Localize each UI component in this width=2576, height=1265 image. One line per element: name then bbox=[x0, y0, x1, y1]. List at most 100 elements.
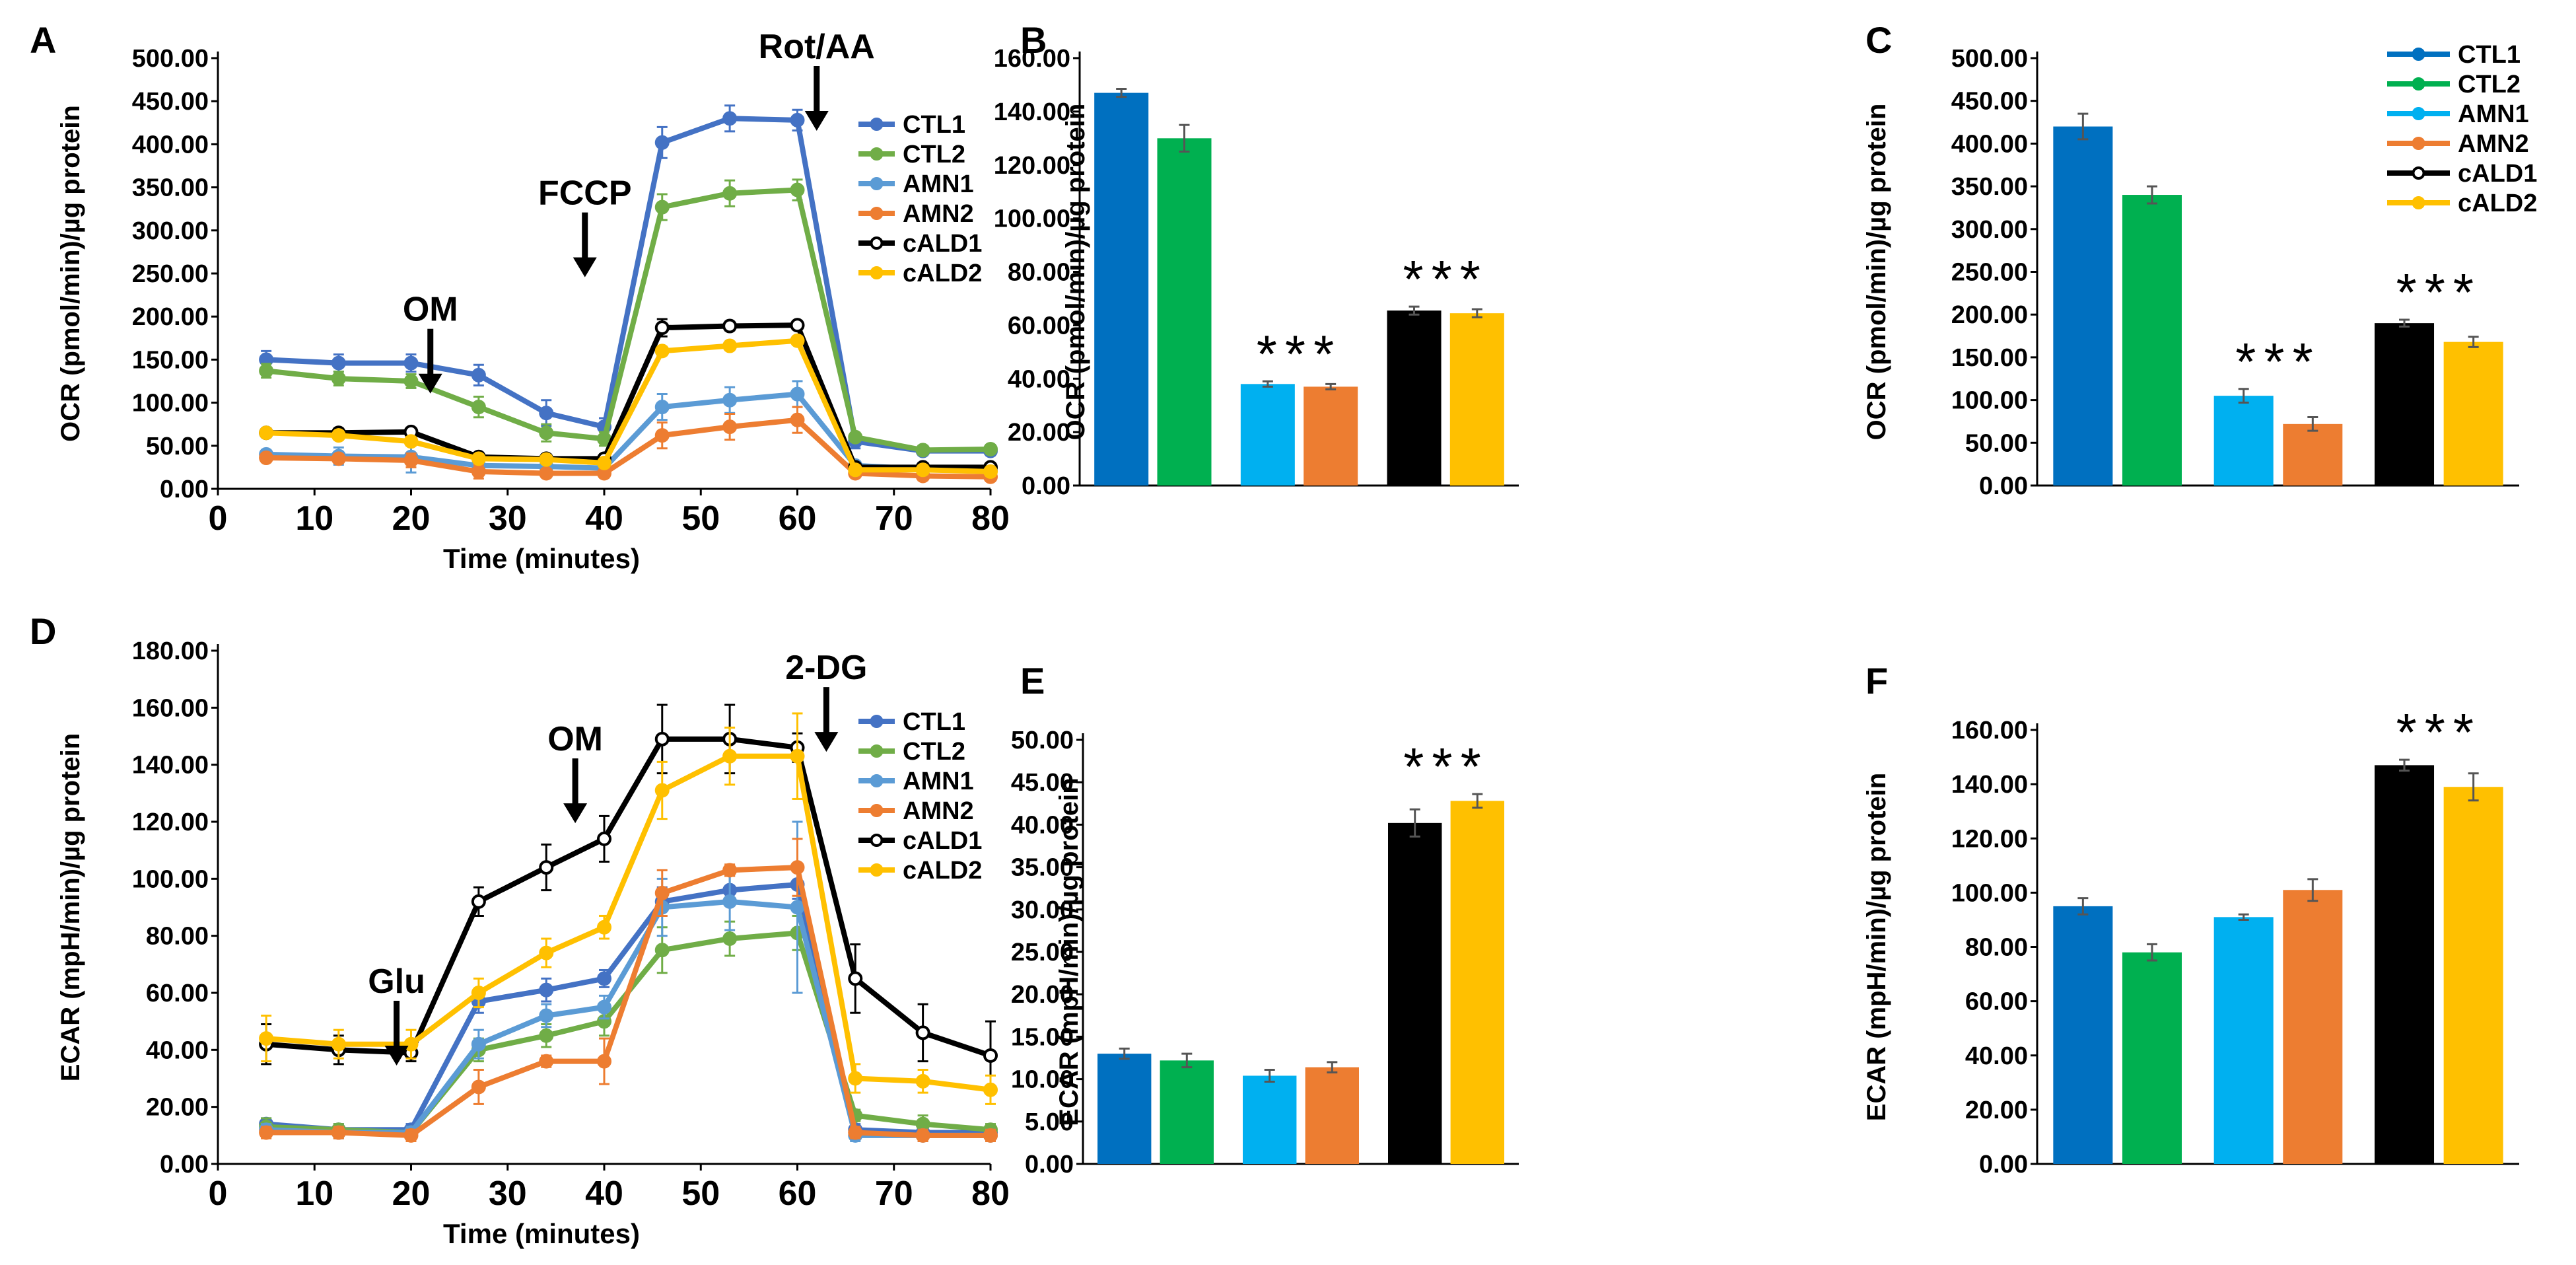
y-axis-label: ECAR (mpH/min)/µg protein bbox=[56, 733, 85, 1081]
data-point bbox=[331, 451, 346, 466]
legend-marker bbox=[2412, 107, 2425, 120]
data-point bbox=[539, 1028, 554, 1043]
bar-cALD1 bbox=[1388, 822, 1442, 1164]
x-axis-label: Time (minutes) bbox=[443, 1218, 640, 1249]
data-point bbox=[848, 1071, 863, 1086]
data-point bbox=[915, 462, 930, 478]
data-point bbox=[654, 943, 670, 958]
y-tick-label: 5.00 bbox=[1025, 1108, 1074, 1136]
data-point bbox=[654, 400, 670, 415]
series-line bbox=[266, 865, 991, 1138]
series-line bbox=[265, 881, 991, 1136]
bar-AMN2 bbox=[2283, 423, 2343, 486]
legend-label: CTL2 bbox=[903, 141, 965, 168]
y-tick-label: 20.00 bbox=[146, 1094, 209, 1122]
legend-marker bbox=[870, 118, 884, 131]
legend-marker bbox=[870, 744, 884, 758]
data-point bbox=[915, 443, 930, 458]
data-point bbox=[722, 111, 738, 126]
bar-group-3: *** bbox=[2375, 703, 2503, 1164]
data-point bbox=[722, 318, 738, 334]
y-tick-label: 20.00 bbox=[1008, 419, 1070, 447]
data-point bbox=[722, 338, 738, 353]
y-tick-label: 160.00 bbox=[1951, 717, 2028, 744]
series-line bbox=[265, 338, 991, 474]
legend-marker bbox=[870, 266, 884, 279]
y-tick-label: 40.00 bbox=[1008, 365, 1070, 393]
legend-marker bbox=[2412, 196, 2425, 209]
legend-marker bbox=[2412, 48, 2425, 61]
data-point bbox=[790, 318, 805, 333]
legend-label: cALD1 bbox=[2458, 160, 2537, 188]
legend-label: cALD2 bbox=[903, 857, 982, 885]
panel-label-E: E bbox=[1020, 660, 1045, 702]
y-tick-label: 100.00 bbox=[132, 865, 209, 893]
y-tick-label: 450.00 bbox=[1951, 88, 2028, 116]
x-tick-label: 0 bbox=[209, 499, 228, 538]
legend-label: CTL1 bbox=[2458, 41, 2521, 69]
data-point bbox=[597, 920, 611, 935]
y-tick-label: 200.00 bbox=[132, 303, 209, 331]
x-tick-label: 80 bbox=[971, 1175, 1010, 1213]
x-tick-label: 70 bbox=[875, 1175, 913, 1213]
series-line bbox=[265, 898, 991, 1138]
data-point bbox=[722, 186, 738, 201]
data-point bbox=[915, 1025, 930, 1040]
legend-label: AMN2 bbox=[903, 797, 974, 825]
data-point bbox=[915, 1128, 930, 1143]
data-point bbox=[539, 1054, 554, 1069]
y-tick-label: 60.00 bbox=[1008, 312, 1070, 340]
data-point bbox=[983, 464, 998, 479]
data-point bbox=[722, 931, 738, 946]
y-axis-label: OCR (pmol/min)/µg protein bbox=[1862, 104, 1891, 441]
significance-stars: *** bbox=[1257, 324, 1342, 383]
y-tick-label: 140.00 bbox=[132, 752, 209, 779]
y-tick-label: 120.00 bbox=[994, 152, 1070, 180]
y-tick-label: 500.00 bbox=[132, 45, 209, 73]
legend-label: CTL1 bbox=[903, 708, 965, 736]
data-point bbox=[259, 1031, 274, 1046]
data-point bbox=[471, 1079, 486, 1095]
bar-CTL1 bbox=[2053, 126, 2113, 486]
data-point bbox=[654, 135, 670, 150]
bar-group-2: *** bbox=[1240, 324, 1358, 486]
arrow-head bbox=[814, 732, 839, 752]
data-point bbox=[848, 429, 863, 445]
x-axis-label: Time (minutes) bbox=[443, 543, 640, 574]
data-point bbox=[597, 999, 611, 1015]
legend-label: CTL1 bbox=[903, 111, 965, 139]
y-tick-label: 160.00 bbox=[132, 694, 209, 722]
series-line bbox=[265, 116, 991, 454]
y-tick-label: 100.00 bbox=[132, 390, 209, 417]
panel-label-C: C bbox=[1865, 19, 1892, 61]
data-point bbox=[403, 1128, 419, 1143]
legend-label: cALD1 bbox=[903, 230, 982, 258]
panel-label-A: A bbox=[30, 19, 56, 61]
data-point bbox=[331, 371, 346, 386]
data-point bbox=[654, 885, 670, 900]
legend-marker bbox=[870, 863, 884, 877]
data-point bbox=[848, 462, 863, 478]
data-point bbox=[848, 1125, 863, 1140]
bar-cALD1 bbox=[2375, 765, 2435, 1164]
bar-CTL1 bbox=[1094, 92, 1149, 486]
y-axis-A: 0.00 50.00 100.00 150.00 200.00 250.00 300.00 3… bbox=[56, 45, 219, 503]
bar-group-1 bbox=[2053, 897, 2182, 1164]
significance-stars: *** bbox=[1403, 250, 1488, 308]
y-tick-label: 25.00 bbox=[1011, 939, 1074, 966]
data-point bbox=[539, 452, 554, 467]
y-axis-label: ECAR (mpH/min)/µg protein bbox=[1055, 777, 1084, 1126]
y-tick-label: 80.00 bbox=[1965, 934, 2028, 962]
data-point bbox=[539, 945, 554, 960]
y-axis-C: 0.00 50.00 100.00 150.00 200.00 250.00 300.00 3… bbox=[1862, 45, 2038, 500]
data-point bbox=[259, 363, 274, 379]
x-tick-label: 60 bbox=[779, 499, 817, 538]
data-point bbox=[259, 425, 274, 441]
data-point bbox=[790, 182, 805, 198]
y-tick-label: 20.00 bbox=[1011, 981, 1074, 1009]
y-tick-label: 500.00 bbox=[1951, 45, 2028, 73]
legend-marker bbox=[870, 177, 884, 190]
bar-AMN2 bbox=[1304, 386, 1358, 486]
bar-CTL2 bbox=[1157, 138, 1212, 486]
